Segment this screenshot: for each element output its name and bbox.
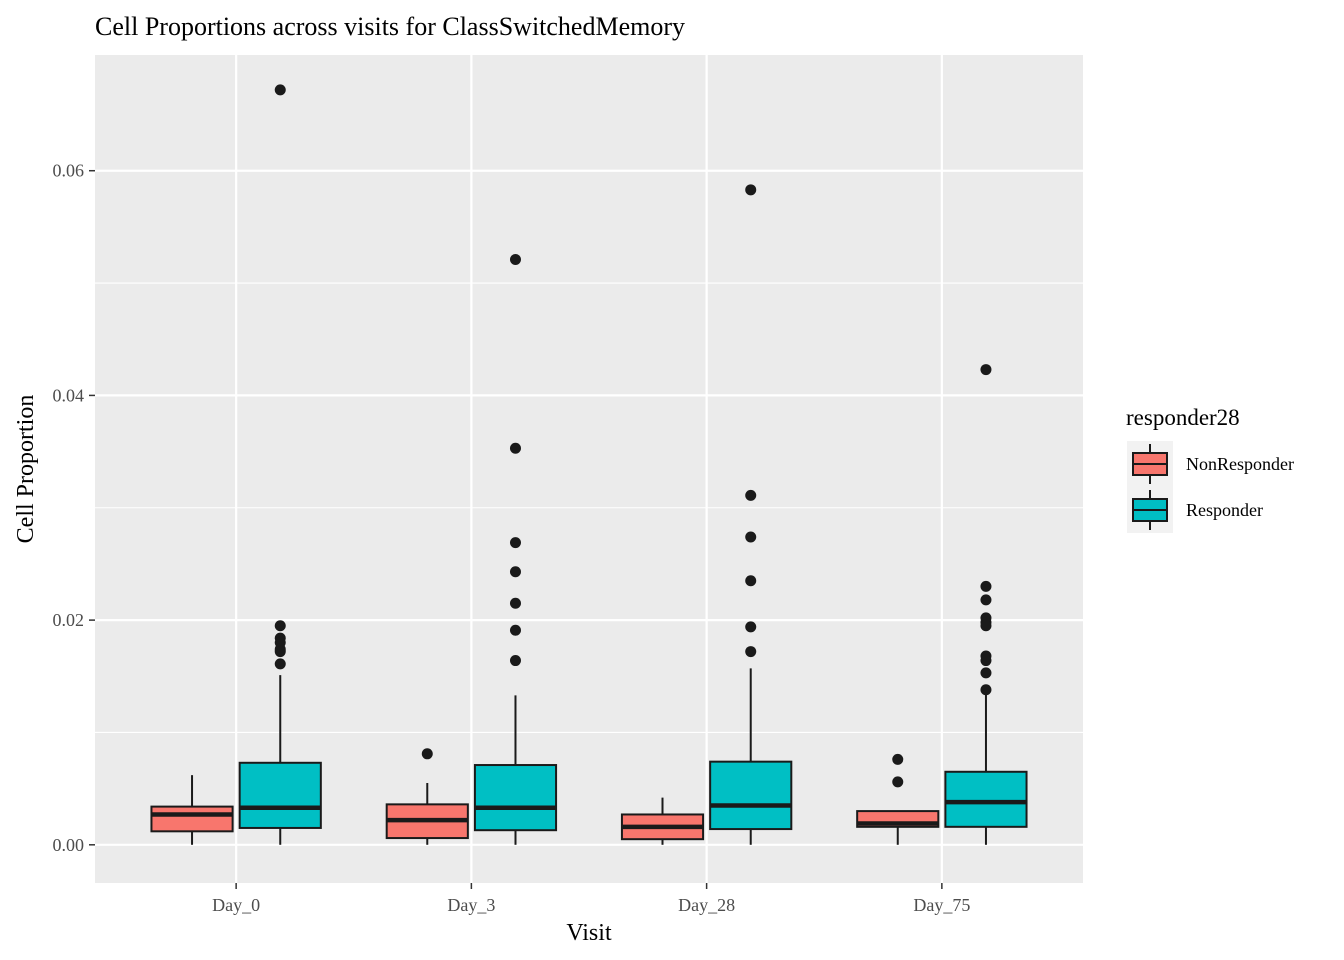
outlier-point <box>509 442 521 454</box>
box-nonresponder-day_28 <box>620 797 705 845</box>
box-responder-day_3 <box>473 253 558 845</box>
box-iqr <box>238 761 322 829</box>
box-nonresponder-day_75 <box>856 753 940 845</box>
box-responder-day_0 <box>238 84 322 845</box>
y-axis-title: Cell Proportion <box>13 395 39 544</box>
outlier-point <box>980 620 992 632</box>
outlier-point <box>980 655 992 667</box>
x-tick-label: Day_28 <box>678 895 735 915</box>
box-iqr <box>944 770 1028 828</box>
box-nonresponder-day_0 <box>150 775 234 845</box>
outlier-point <box>509 537 521 549</box>
outlier-point <box>745 575 757 587</box>
x-axis-title: Visit <box>566 920 612 946</box>
legend-items: NonResponder Responder <box>1127 441 1294 533</box>
outlier-point <box>509 566 521 578</box>
outlier-point <box>980 684 992 696</box>
outlier-point <box>509 597 521 609</box>
outlier-point <box>745 489 757 501</box>
y-tick-label: 0.04 <box>53 385 85 405</box>
outlier-point <box>745 621 757 633</box>
y-tick-label: 0.00 <box>53 835 85 855</box>
outlier-point <box>274 620 286 632</box>
gridlines <box>95 55 1083 883</box>
outlier-point <box>274 646 286 658</box>
x-tick-label: Day_75 <box>913 895 970 915</box>
box-iqr <box>709 760 793 831</box>
box-layer <box>150 84 1028 845</box>
chart-title: Cell Proportions across visits for Class… <box>95 12 685 41</box>
plot-panel <box>95 55 1083 883</box>
box-responder-day_75 <box>944 364 1028 845</box>
outlier-point <box>745 531 757 543</box>
outlier-point <box>745 184 757 196</box>
y-tick-label: 0.02 <box>53 610 85 630</box>
box-nonresponder-day_3 <box>385 748 469 845</box>
outlier-point <box>980 364 992 376</box>
legend: responder28 NonResponder Responder <box>1126 405 1294 533</box>
axes: 0.00 0.02 0.04 0.06 Day_0 Day_3 Day_28 Day_75 <box>53 161 971 915</box>
box-iqr <box>150 805 234 833</box>
box-iqr <box>473 764 558 832</box>
x-tick-label: Day_3 <box>447 895 495 915</box>
legend-label: Responder <box>1186 500 1263 520</box>
outlier-point <box>421 748 433 760</box>
outlier-point <box>509 655 521 667</box>
outlier-point <box>745 646 757 658</box>
outlier-point <box>274 658 286 670</box>
outlier-point <box>509 624 521 636</box>
legend-title: responder28 <box>1126 405 1240 430</box>
outlier-point <box>892 776 904 788</box>
legend-label: NonResponder <box>1186 454 1294 474</box>
outlier-point <box>980 594 992 606</box>
x-tick-label: Day_0 <box>212 895 260 915</box>
outlier-point <box>980 580 992 592</box>
outlier-point <box>980 667 992 679</box>
outlier-point <box>509 253 521 265</box>
box-responder-day_28 <box>709 184 793 845</box>
legend-item-responder: Responder <box>1127 487 1263 533</box>
outlier-point <box>274 84 286 96</box>
legend-item-nonresponder: NonResponder <box>1127 441 1294 487</box>
y-tick-label: 0.06 <box>53 161 85 181</box>
outlier-point <box>892 753 904 765</box>
